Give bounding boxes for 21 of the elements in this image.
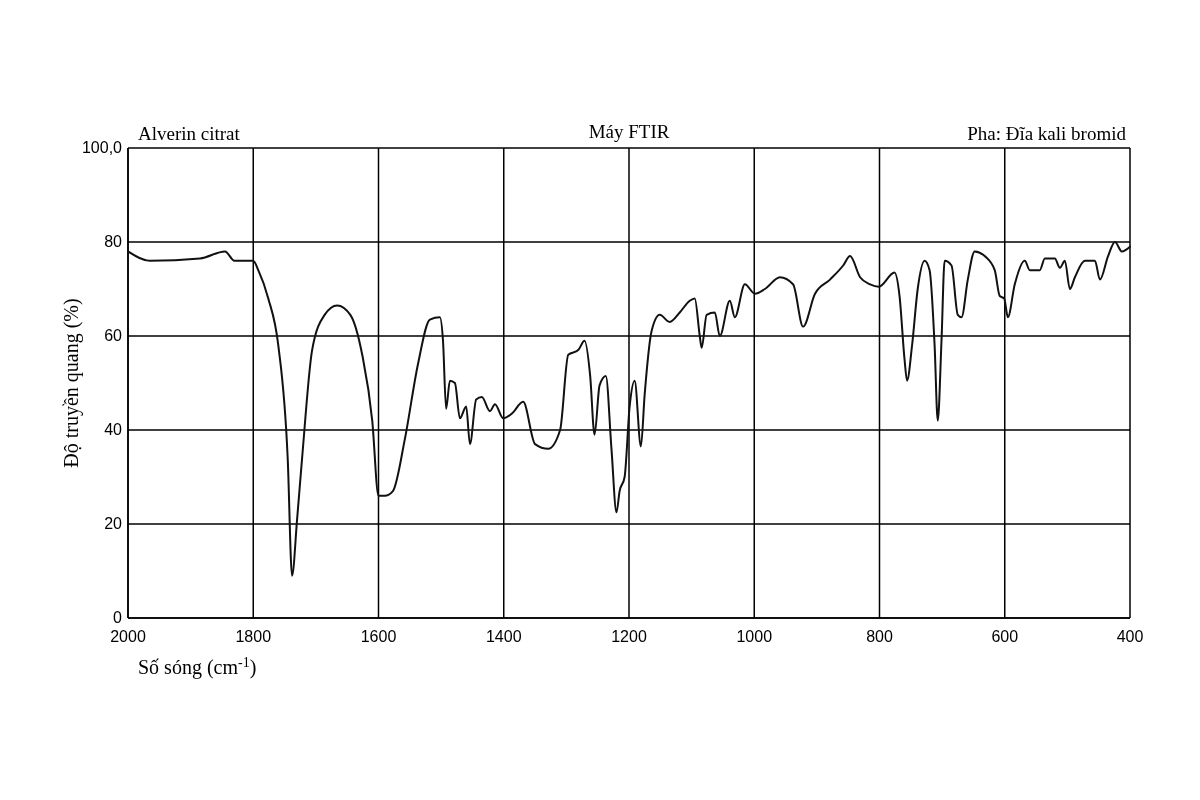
x-tick-label: 1400 [485,628,522,645]
text: Alverin citrat [138,123,241,144]
x-tick-label: 1200 [611,628,647,645]
y-tick-label: 20 [104,515,123,532]
y-tick-label: 80 [104,233,123,250]
chart-title: Máy FTIR [588,121,670,142]
x-tick-label: 1600 [360,628,397,645]
y-axis-title: Độ truyền quang (%) [60,298,83,468]
y-tick-label: 100,0 [81,139,123,156]
x-tick-label: 1000 [736,628,773,645]
y-tick-label: 60 [104,327,123,344]
line-series [127,241,1131,577]
y-tick-label: 40 [104,421,123,438]
x-tick-label: 1800 [235,628,272,645]
y-tick-label: 0 [113,609,123,626]
text: Pha: Đĩa kali bromid [967,123,1127,144]
x-tick-label: 800 [866,628,893,645]
x-tick-label: 600 [991,628,1019,645]
x-tick-label: 400 [1116,628,1144,645]
x-axis-title: Số sóng (cm$^{-1}$) [138,654,257,679]
x-tick-label: 2000 [110,628,146,645]
